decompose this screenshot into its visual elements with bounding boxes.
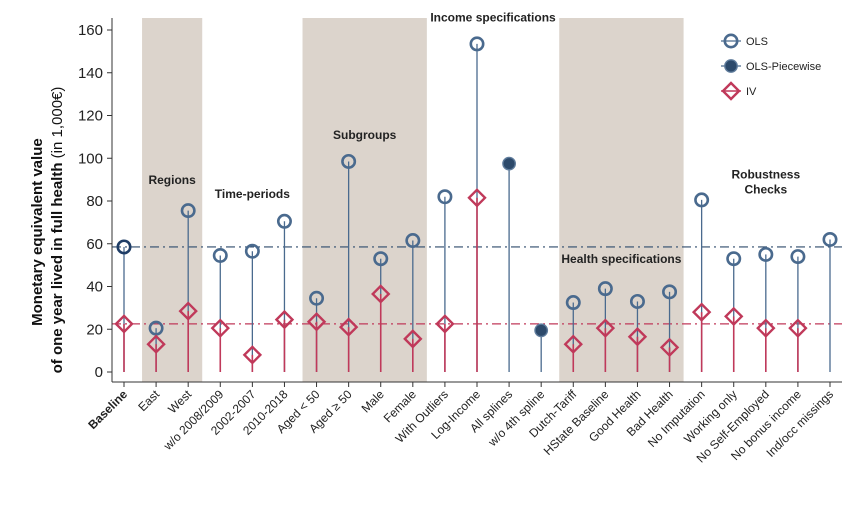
y-tick-label-80: 80: [86, 193, 103, 210]
y-tick-label-0: 0: [95, 364, 103, 381]
legend-marker-ols: [723, 33, 739, 49]
legend-label-1: OLS-Piecewise: [746, 61, 821, 73]
iv-point-1: [146, 334, 166, 354]
y-tick-label-120: 120: [78, 108, 103, 125]
iv-point-11: [467, 188, 487, 208]
iv-point-8: [371, 284, 391, 304]
iv-point-14: [563, 334, 583, 354]
group-band-4: [559, 18, 684, 382]
iv-point-10: [435, 314, 455, 334]
iv-point-16: [627, 327, 648, 347]
ols-point-19: [726, 251, 742, 267]
iv-point-19: [724, 306, 744, 327]
iv-point-5: [274, 309, 295, 330]
ols-point-15: [597, 281, 613, 297]
y-axis-label-unit: (in 1,000€): [49, 87, 66, 159]
iv-point-15: [595, 318, 616, 338]
ols-point-8: [373, 251, 389, 267]
legend-marker-iv: [721, 81, 741, 101]
group-band-2: [302, 18, 427, 382]
y-axis-label-line1: Monetary equivalent value: [29, 138, 46, 326]
y-axis-label-line2-wrap: of one year lived in full health (in 1,0…: [49, 87, 66, 374]
group-label-0: Regions: [148, 173, 196, 187]
ols-point-7: [341, 153, 357, 169]
iv-point-4: [242, 345, 263, 365]
ols-point-14: [565, 295, 581, 311]
ols-point-10: [437, 189, 453, 205]
ols-point-9: [405, 233, 421, 249]
group-label-4: Health specifications: [561, 252, 681, 266]
y-tick-label-160: 160: [78, 22, 103, 39]
y-axis-label-line2: of one year lived in full health: [49, 163, 66, 374]
group-labels: Regions Time-periods Subgroups Income speci…: [148, 10, 800, 266]
legend-label-0: OLS: [746, 36, 768, 48]
x-label-0: Baseline: [85, 387, 130, 432]
ols-point-0: [116, 239, 132, 255]
y-tick-label-140: 140: [78, 65, 103, 82]
ols-point-22: [822, 231, 838, 247]
ols-point-4: [244, 243, 260, 259]
x-label-2: West: [165, 387, 195, 417]
iv-point-3: [210, 318, 230, 338]
ols-point-21: [790, 249, 806, 265]
ols-piecewise-point-13: [534, 323, 549, 338]
ols-point-5: [276, 213, 292, 229]
ols-point-17: [662, 284, 678, 300]
group-band-0: [142, 18, 203, 382]
iv-point-17: [659, 337, 680, 358]
group-label-3: Income specifications: [430, 10, 556, 24]
legend: OLS OLS-Piecewise IV: [712, 20, 842, 106]
y-tick-label-100: 100: [78, 150, 103, 167]
x-label-1: East: [135, 387, 162, 414]
markers: [114, 36, 838, 365]
ols-piecewise-point-12: [502, 156, 516, 171]
ols-point-18: [694, 192, 710, 208]
iv-point-2: [178, 301, 198, 321]
ols-point-2: [180, 203, 196, 219]
ols-point-20: [758, 246, 774, 262]
y-tick-label-60: 60: [86, 236, 103, 253]
group-label-2: Subgroups: [333, 128, 397, 142]
group-label-1: Time-periods: [215, 187, 290, 201]
ols-point-1: [148, 320, 164, 336]
axes: 0 20 40 60 80 100 120 140 160: [78, 18, 842, 387]
iv-point-20: [756, 318, 776, 338]
iv-point-18: [691, 302, 712, 322]
y-tick-label-20: 20: [86, 321, 103, 338]
group-bands: [142, 18, 684, 382]
group-label-5: Robustness Checks: [731, 168, 800, 197]
ols-point-11: [469, 36, 485, 52]
y-axis-label: Monetary equivalent value of one year li…: [29, 87, 66, 374]
iv-point-6: [306, 312, 327, 332]
iv-point-21: [788, 318, 808, 338]
x-label-8: Male: [359, 387, 388, 416]
y-tick-label-40: 40: [86, 279, 103, 296]
ols-point-16: [629, 293, 645, 309]
iv-point-7: [338, 317, 359, 337]
iv-point-9: [403, 329, 423, 349]
legend-marker-ols-piecewise: [724, 59, 738, 73]
ols-point-6: [309, 290, 325, 306]
iv-point-0: [114, 314, 134, 334]
ols-point-3: [212, 248, 228, 264]
legend-label-2: IV: [746, 86, 757, 98]
